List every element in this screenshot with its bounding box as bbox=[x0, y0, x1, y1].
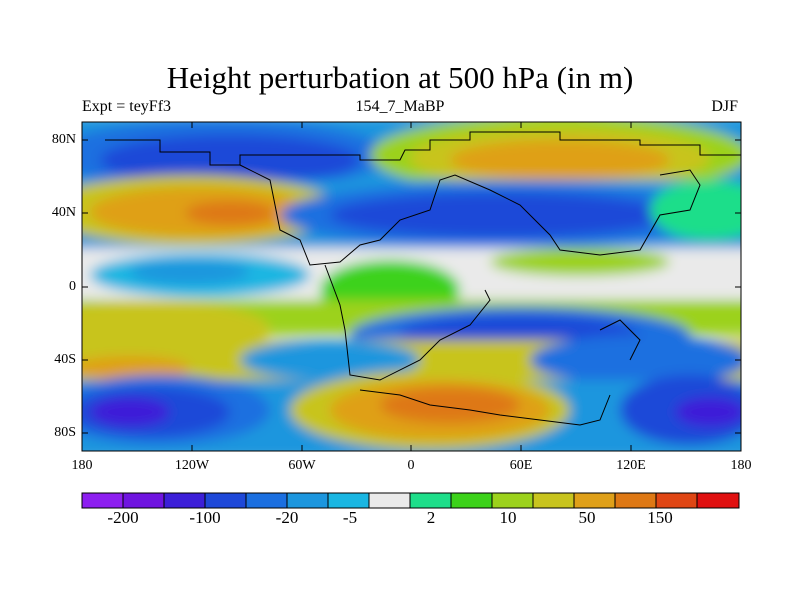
colorbar bbox=[81, 492, 740, 509]
colorbar-label: 10 bbox=[499, 508, 517, 527]
lon-label-120e: 120E bbox=[616, 458, 646, 473]
lon-ticks bbox=[191, 122, 632, 451]
season-label: DJF bbox=[711, 98, 738, 115]
coastline bbox=[105, 131, 741, 426]
contour-field bbox=[82, 122, 741, 451]
lat-label-40s: 40S bbox=[54, 352, 76, 367]
lon-label-60e: 60E bbox=[509, 458, 533, 473]
lon-label-120w: 120W bbox=[174, 458, 210, 473]
colorbar-label: 50 bbox=[578, 508, 596, 527]
lon-label-180e: 180 bbox=[730, 458, 752, 473]
lat-label-0: 0 bbox=[69, 279, 76, 294]
colorbar-label: -20 bbox=[275, 508, 299, 527]
colorbar-label: -5 bbox=[342, 508, 358, 527]
plot-title: Height perturbation at 500 hPa (in m) bbox=[166, 60, 634, 95]
lat-label-80s: 80S bbox=[54, 425, 76, 440]
lat-label-80n: 80N bbox=[51, 132, 76, 147]
experiment-label: Expt = teyFf3 bbox=[82, 98, 172, 115]
lon-label-60w: 60W bbox=[288, 458, 316, 473]
colorbar-label: 2 bbox=[426, 508, 436, 527]
lon-label-180w: 180 bbox=[71, 458, 93, 473]
colorbar-label: -100 bbox=[189, 508, 221, 527]
lon-label-0: 0 bbox=[407, 458, 415, 473]
lat-label-40n: 40N bbox=[51, 205, 76, 220]
lat-ticks bbox=[82, 139, 741, 434]
colorbar-label: -200 bbox=[107, 508, 139, 527]
run-label: 154_7_MaBP bbox=[355, 98, 445, 115]
colorbar-label: 150 bbox=[647, 508, 673, 527]
